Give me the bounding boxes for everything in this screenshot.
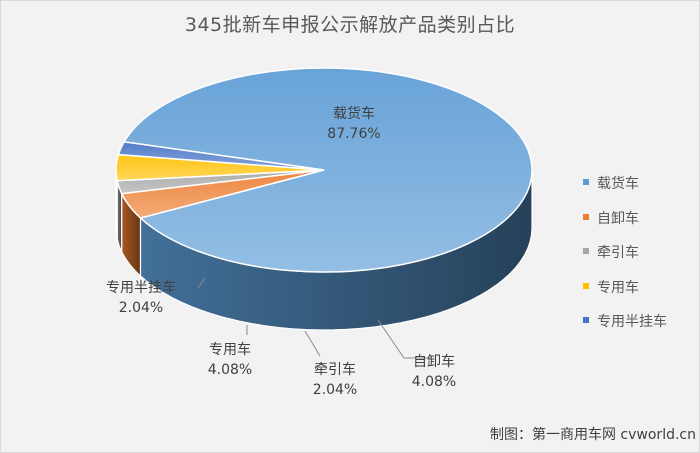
slice-4-name-label: 专用半挂车 [106, 279, 176, 296]
legend-swatch [583, 317, 589, 323]
credit-label: 制图： [489, 427, 532, 443]
slice-0-top [122, 67, 533, 273]
legend-item-1: 自卸车 [583, 206, 693, 232]
slice-2-value-label: 2.04% [313, 382, 357, 398]
legend-label: 自卸车 [597, 210, 639, 227]
legend-item-0: 载货车 [583, 171, 693, 197]
legend-label: 牵引车 [597, 245, 639, 261]
legend-label: 专用车 [597, 279, 639, 296]
slice-1-value-label: 4.08% [412, 374, 456, 390]
legend-item-4: 专用半挂车 [583, 309, 693, 335]
legend: 载货车自卸车牵引车专用车专用半挂车 [583, 171, 693, 344]
chart-title: 345批新车申报公示解放产品类别占比 [184, 14, 516, 36]
slice-3-name-label: 专用车 [209, 341, 251, 358]
slice-0-value-label: 87.76% [327, 126, 380, 142]
legend-label: 专用半挂车 [597, 314, 667, 330]
slice-2-name-label: 牵引车 [314, 361, 356, 378]
credit-source: 第一商用车网 cvworld.cn [531, 427, 696, 443]
slice-4-leader [197, 277, 206, 289]
slice-4-value-label: 2.04% [119, 300, 163, 316]
slice-0-name-label: 载货车 [333, 105, 375, 122]
slice-1-name-label: 自卸车 [413, 353, 455, 370]
legend-swatch [583, 179, 589, 185]
legend-swatch [583, 213, 589, 220]
slice-1-leader [377, 319, 430, 359]
legend-swatch [583, 282, 589, 289]
slice-3-value-label: 4.08% [208, 362, 252, 378]
slice-4-top [117, 141, 325, 171]
legend-item-3: 专用车 [583, 275, 693, 301]
slice-2-leader [304, 330, 321, 357]
legend-label: 载货车 [597, 176, 639, 192]
chart-credit: 制图：第一商用车网 cvworld.cn [490, 424, 696, 444]
legend-swatch [583, 248, 589, 254]
legend-item-2: 牵引车 [583, 240, 693, 266]
